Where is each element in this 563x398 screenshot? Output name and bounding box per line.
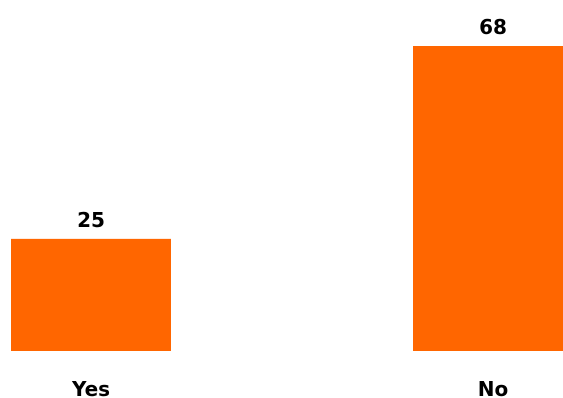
category-label-no: No: [478, 377, 508, 398]
bar-yes: [11, 238, 171, 351]
bar-no: [413, 46, 563, 351]
bar-value-label-yes: 25: [77, 208, 105, 232]
bar-value-label-no: 68: [479, 15, 507, 39]
plot-area: 25 Yes 68 No: [11, 15, 563, 398]
category-label-yes: Yes: [71, 377, 110, 398]
